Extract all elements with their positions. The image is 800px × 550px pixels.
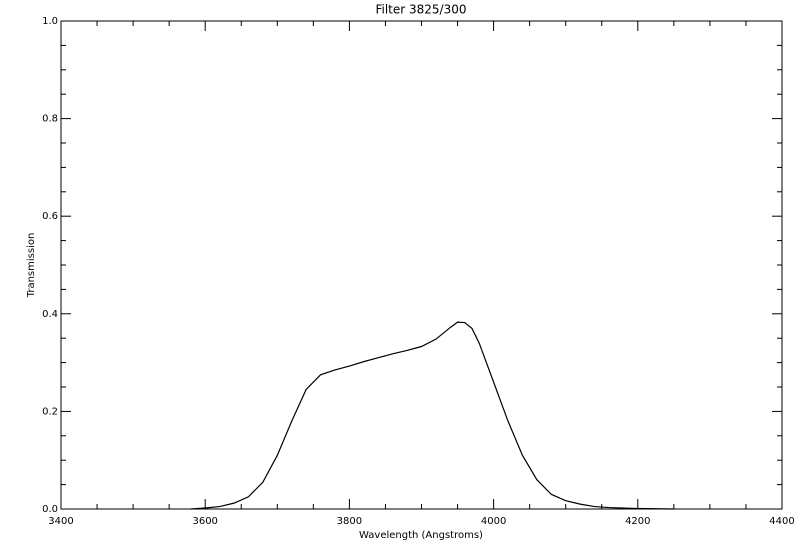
line-series: [190, 321, 674, 510]
x-tick-label: 3800: [337, 516, 362, 527]
y-tick-label: 0.4: [42, 309, 58, 320]
y-tick-label: 1.0: [42, 16, 58, 27]
x-tick-label: 4000: [481, 516, 506, 527]
y-tick-label: 0.8: [42, 114, 58, 125]
y-axis-label: Transmission: [26, 233, 37, 299]
x-tick-label: 3600: [192, 516, 217, 527]
x-axis-label: Wavelength (Angstroms): [359, 530, 483, 541]
x-tick-label: 4200: [625, 516, 650, 527]
x-tick-label: 4400: [769, 516, 794, 527]
y-tick-label: 0.2: [42, 406, 58, 417]
plot-frame: [60, 20, 783, 510]
y-tick-label: 0.6: [42, 211, 58, 222]
chart-title: Filter 3825/300: [375, 3, 466, 17]
y-tick-label: 0.0: [42, 504, 58, 515]
x-tick-label: 3400: [48, 516, 73, 527]
